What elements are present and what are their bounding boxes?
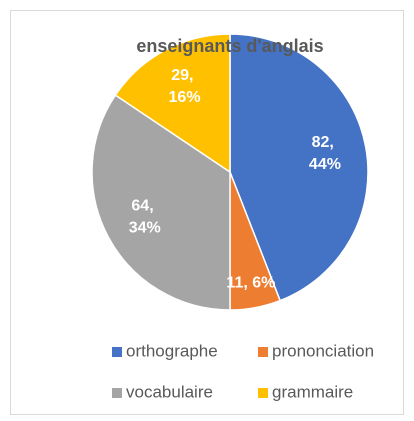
legend-label: orthographe xyxy=(126,341,218,360)
legend-swatch xyxy=(258,388,268,398)
pie-slice xyxy=(114,33,231,174)
data-label: 82, 44% xyxy=(309,134,341,173)
data-label-line: 34% xyxy=(129,220,161,237)
pie-slice xyxy=(91,94,231,311)
data-label-line: 29, xyxy=(171,67,198,84)
slices xyxy=(91,33,369,311)
legend-label: prononciation xyxy=(272,341,374,360)
data-label-line: 44% xyxy=(309,156,341,173)
data-label: 29, 16% xyxy=(169,67,201,106)
data-label: 64, 34% xyxy=(129,198,161,237)
data-label-line: 16% xyxy=(169,89,201,106)
pie-slice xyxy=(229,33,369,302)
data-label: 11, 6% xyxy=(226,274,275,291)
chart-title: enseignants d'anglais xyxy=(136,36,323,56)
data-label-line: 82, xyxy=(312,134,339,151)
legend-swatch xyxy=(258,347,268,357)
legend-label: grammaire xyxy=(272,382,353,401)
data-label-line: 64, xyxy=(131,198,158,215)
legend-swatch xyxy=(112,388,122,398)
legend-label: vocabulaire xyxy=(126,382,213,401)
legend-swatch xyxy=(112,347,122,357)
